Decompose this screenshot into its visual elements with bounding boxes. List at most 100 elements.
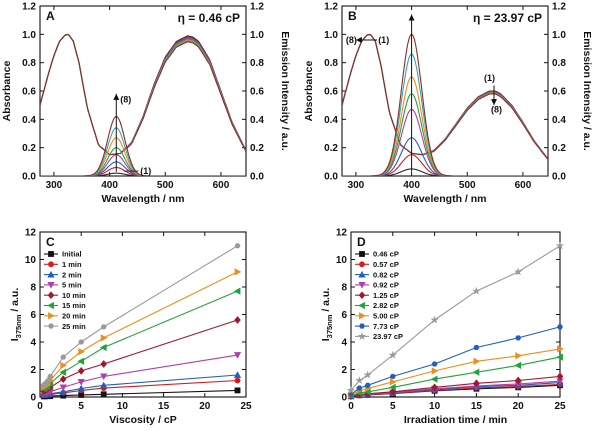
x-tick-label: 300 (46, 180, 63, 191)
y-tick-label: 0.6 (324, 87, 338, 98)
panel-viscosity-title: η = 0.46 cP (178, 11, 240, 25)
absorbance-trace (40, 33, 246, 156)
data-point (78, 339, 85, 345)
absorbance-trace (40, 33, 246, 156)
data-point (100, 381, 108, 389)
y2-tick-label: 1.2 (250, 2, 264, 13)
legend-label: 25 min (62, 322, 86, 331)
y-axis-label: I375nm / a.u. (9, 288, 23, 342)
plot-frame (341, 5, 549, 177)
y2-tick-label: 0.8 (552, 58, 566, 69)
legend-label: 20 min (62, 312, 86, 321)
y-tick-label: 6 (341, 310, 347, 321)
annotation-1: (1) (140, 166, 151, 176)
y2-tick-label: 0.2 (250, 143, 264, 154)
annotation-1-right: (1) (484, 73, 495, 83)
data-point (100, 391, 107, 398)
annotation-1-left: (1) (378, 35, 389, 45)
data-point (472, 286, 481, 295)
data-point (389, 378, 397, 386)
data-point (515, 352, 522, 360)
y-tick-label: 1.0 (324, 30, 338, 41)
y-tick-label: 0.4 (324, 115, 338, 126)
data-point (389, 373, 396, 379)
data-point (472, 368, 480, 376)
y-tick-label: 10 (25, 255, 37, 266)
data-point (514, 361, 522, 370)
legend-swatch-marker (48, 312, 55, 320)
plot-area (40, 33, 246, 176)
x-axis-label: Irradiation time / min (404, 414, 507, 426)
y2-tick-label: 0.6 (250, 87, 264, 98)
y-tick-label: 0.0 (22, 172, 36, 183)
data-point (356, 385, 363, 391)
arrow-up-head (113, 93, 120, 100)
data-point (514, 267, 523, 276)
data-point (557, 324, 563, 330)
legend-label: 0.46 cP (373, 250, 399, 259)
x-tick-label: 20 (199, 401, 211, 412)
y-tick-label: 10 (336, 255, 348, 266)
data-point (515, 335, 522, 341)
data-point (60, 361, 67, 370)
data-point (555, 241, 565, 250)
annotation-8: (8) (120, 94, 131, 104)
legend-label: 0.82 cP (373, 270, 399, 279)
legend-swatch-marker (47, 270, 55, 278)
y-tick-label: 0.2 (324, 143, 338, 154)
data-point (346, 386, 356, 394)
y-tick-label: 1.0 (22, 30, 36, 41)
panel-a-absorbance-emission-low-viscosity: 300 400 500 600 0.0 0.2 0.4 0.6 0.8 1.0 1.2 0.0 0.2 0… (1, 2, 291, 206)
data-point (234, 387, 241, 394)
legend-swatch-marker (48, 323, 54, 329)
data-point (364, 382, 371, 388)
plot-frame (39, 5, 247, 177)
legend: 0.46 cP0.57 cP0.82 cP 0.92 cP1.25 cP2.82 … (355, 250, 403, 341)
arrow-up-head (408, 14, 415, 21)
data-point (389, 387, 397, 396)
emission-trace-(4) (342, 108, 548, 176)
annotation-8-right: (8) (491, 104, 502, 114)
data-point (100, 373, 108, 381)
legend-label: 15 min (62, 301, 86, 310)
y-tick-label: 0 (30, 393, 36, 404)
y-tick-label: 8 (341, 283, 347, 294)
legend-swatch-marker (359, 312, 366, 320)
y-tick-label: 4 (341, 338, 347, 349)
legend-label: 0.57 cP (373, 260, 399, 269)
legend-label: Initial (62, 250, 82, 259)
x-tick-label: 10 (429, 401, 441, 412)
legend-label: 23.97 cP (373, 332, 403, 341)
y2-tick-label: 0.4 (250, 115, 264, 126)
y-axis-label: Absorbance (303, 61, 315, 122)
x-tick-label: 0 (37, 401, 43, 412)
panel-b-absorbance-emission-high-viscosity: 300 400 500 600 0.0 0.2 0.4 0.6 0.8 1.0 1.2 0.0 0.2 0… (303, 2, 593, 206)
x-tick-label: 400 (101, 180, 118, 191)
data-point (234, 268, 242, 276)
y2-axis-label: Emission Intensity / a.u. (581, 31, 593, 151)
x-tick-label: 15 (158, 401, 170, 412)
x-tick-label: 10 (117, 401, 129, 412)
x-tick-label: 20 (513, 401, 525, 412)
data-point (363, 370, 372, 379)
data-point (100, 334, 108, 342)
data-point (430, 375, 438, 383)
data-point (233, 352, 242, 359)
legend-swatch-marker (358, 281, 366, 289)
x-axis-label: Viscosity / cP (109, 414, 177, 426)
y-tick-label: 6 (30, 310, 36, 321)
absorbance-trace (40, 33, 246, 156)
panel-letter: C (46, 235, 55, 249)
data-point (473, 357, 481, 365)
y2-tick-label: 0.8 (250, 58, 264, 69)
data-point (430, 315, 439, 324)
data-point (233, 287, 241, 295)
y-axis-label: I375nm / a.u. (320, 288, 334, 342)
arrow-down-head (490, 99, 497, 106)
legend-swatch-marker (359, 251, 365, 257)
y2-tick-label: 1.0 (250, 30, 264, 41)
x-tick-label: 500 (157, 180, 174, 191)
legend-label: 0.92 cP (373, 281, 399, 290)
legend-swatch-marker (358, 301, 365, 310)
legend-label: 5.00 cP (373, 312, 399, 321)
